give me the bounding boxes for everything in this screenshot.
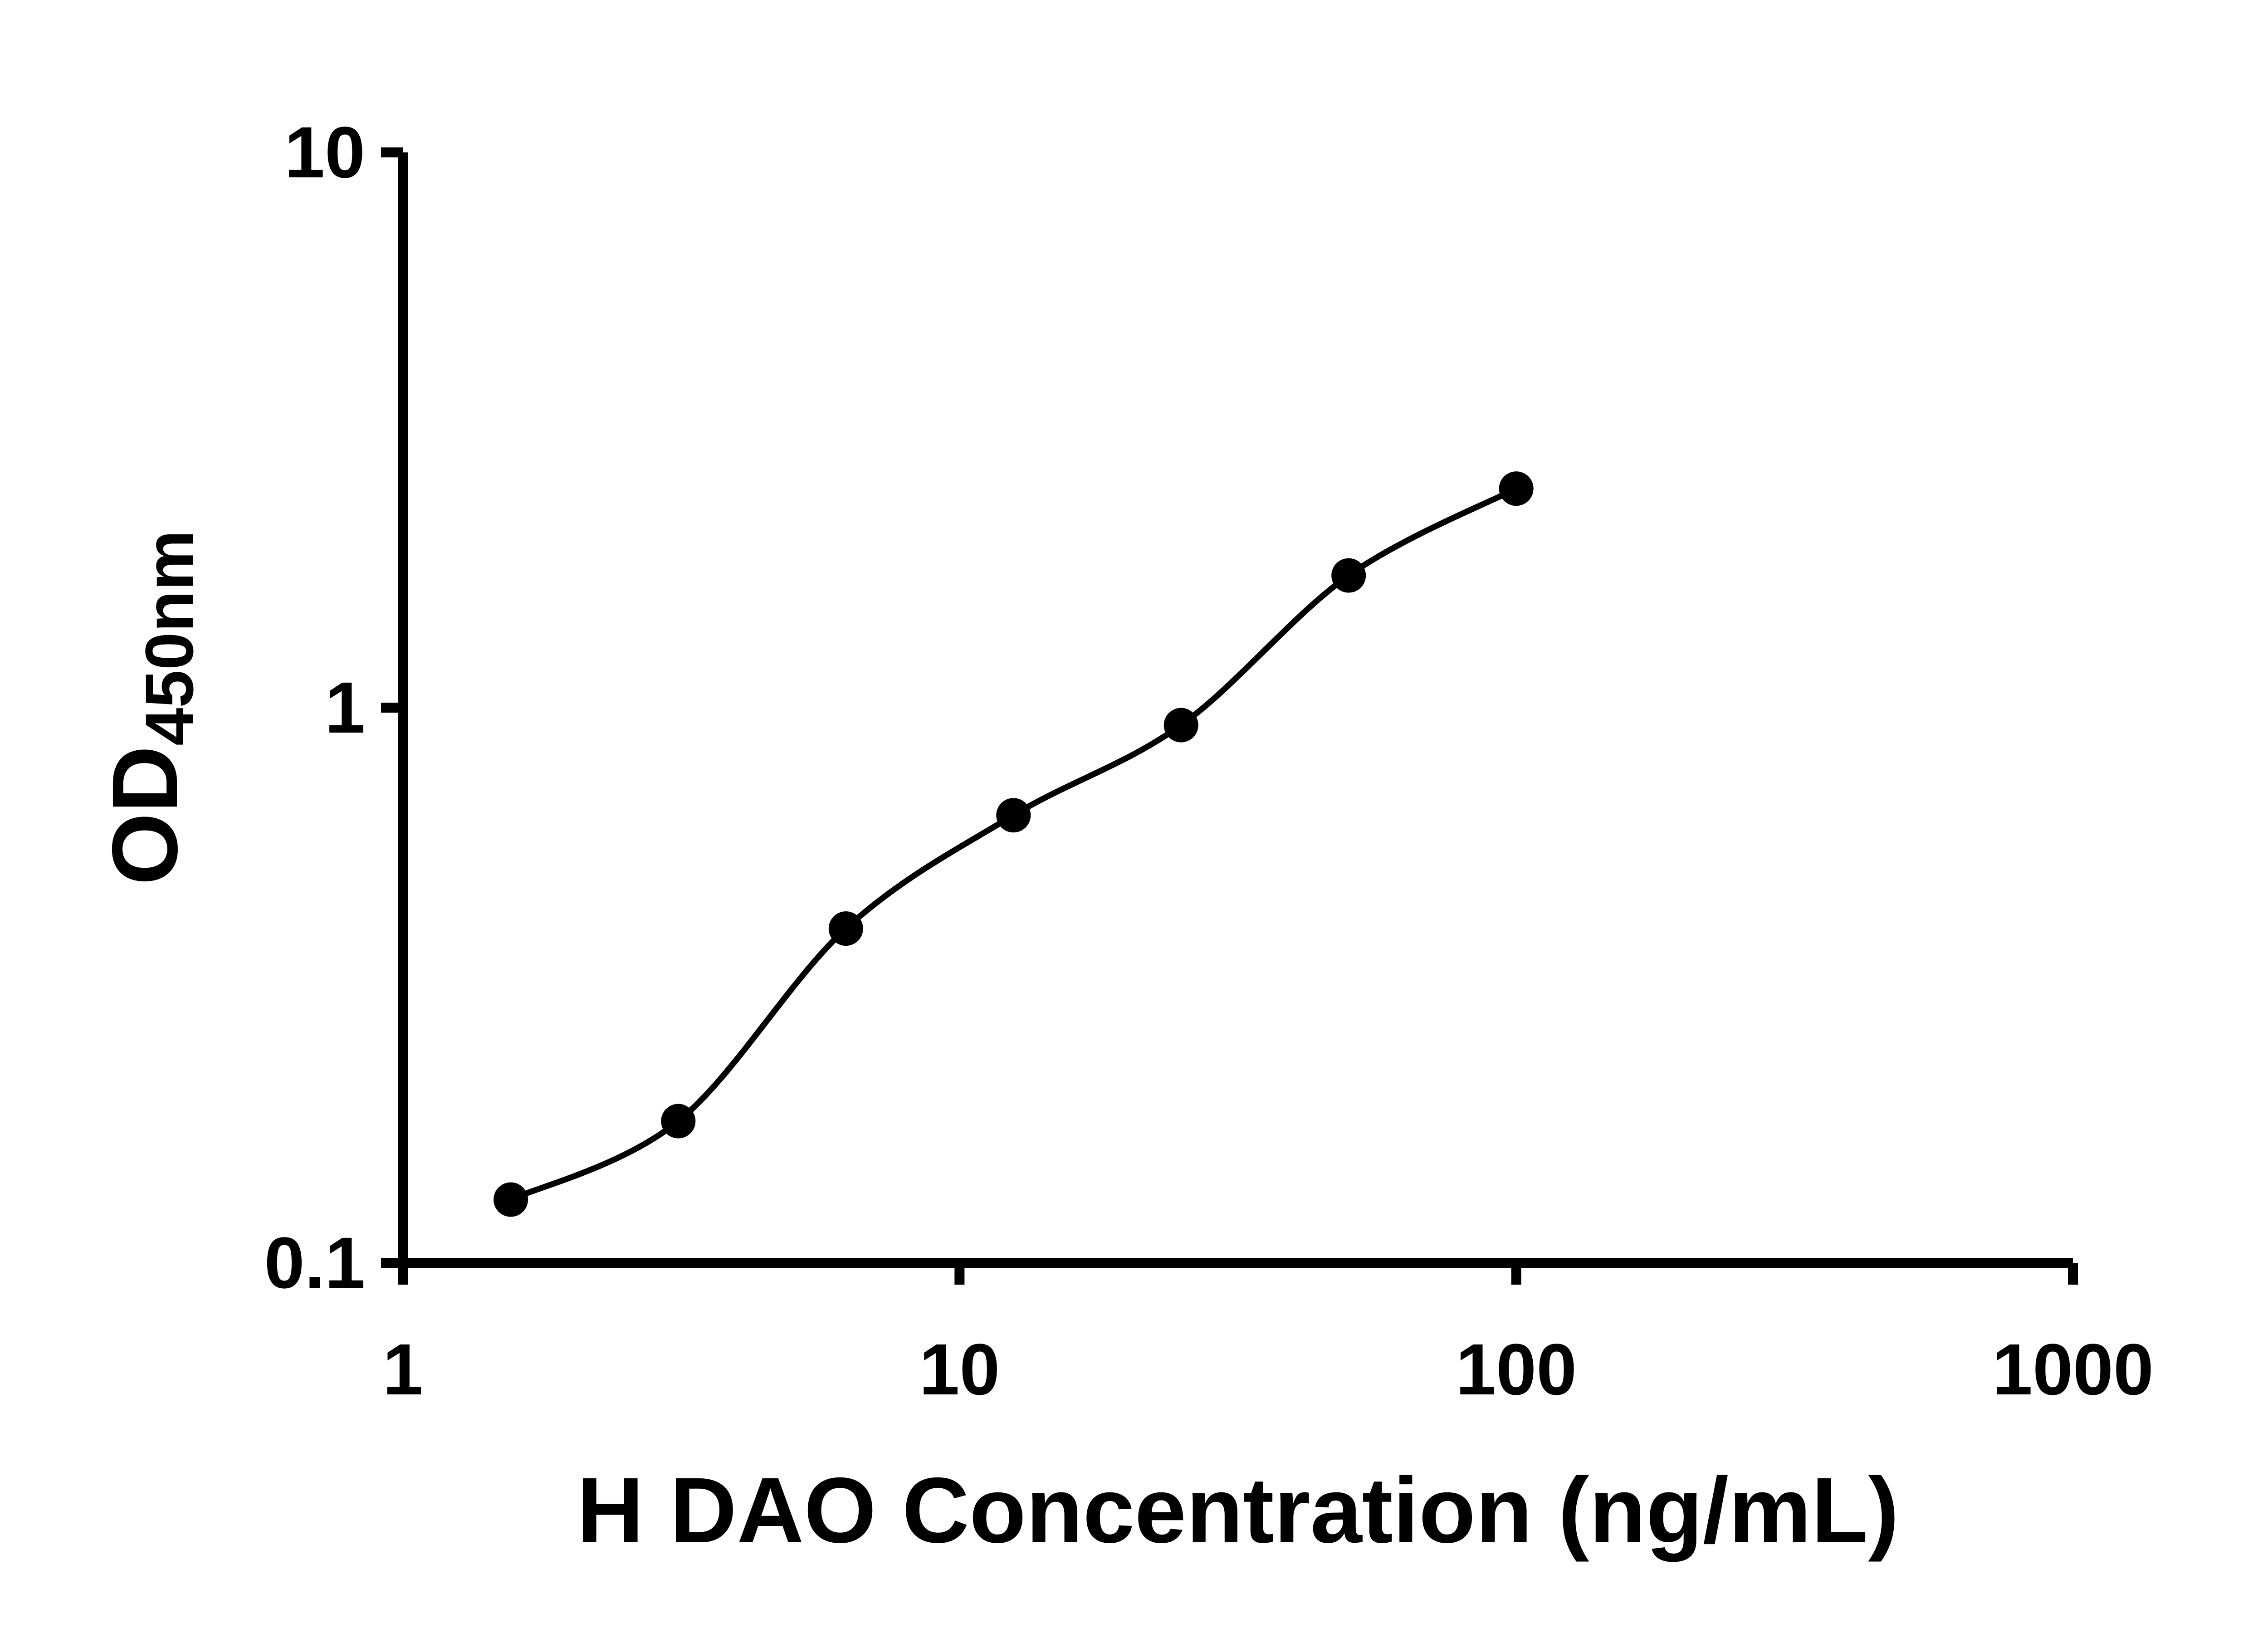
data-point-marker (1163, 708, 1198, 743)
x-tick-label: 100 (1456, 1329, 1577, 1410)
data-point-marker (828, 911, 863, 946)
x-axis-ticks: 1 10 100 1000 (383, 1263, 2154, 1410)
y-axis-title-subscript: 450nm (131, 530, 207, 746)
data-point-marker (494, 1182, 528, 1217)
y-tick-label: 0.1 (264, 1222, 365, 1303)
x-tick-label: 1 (383, 1329, 423, 1410)
axes (398, 152, 2073, 1268)
y-axis-title: OD450nm (93, 530, 207, 885)
y-axis-ticks: 0.1 1 10 (264, 112, 403, 1303)
data-point-marker (661, 1104, 696, 1139)
data-point-marker (1499, 471, 1534, 506)
x-tick-label: 10 (919, 1329, 1000, 1410)
data-point-marker (1331, 558, 1366, 593)
y-tick-label: 1 (325, 667, 365, 748)
axis-lines (398, 152, 2073, 1268)
y-axis-title-main: OD (93, 746, 197, 885)
x-axis-title: H DAO Concentration (ng/mL) (577, 1458, 1899, 1562)
y-tick-label: 10 (284, 112, 365, 193)
fit-curve-line (509, 486, 1518, 1203)
data-points (494, 471, 1534, 1217)
x-tick-label: 1000 (1992, 1329, 2154, 1410)
data-point-marker (996, 798, 1031, 833)
